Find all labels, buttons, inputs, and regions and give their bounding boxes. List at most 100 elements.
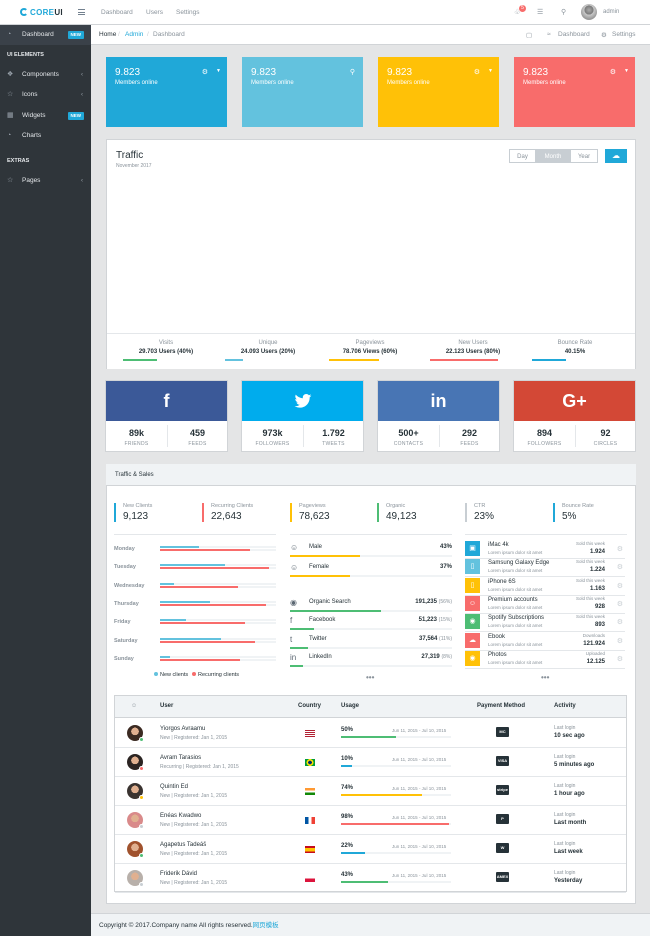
traffic-stat-new-users: New Users 22.123 Users (80%)	[424, 340, 522, 361]
caret-down-icon[interactable]: ▼	[216, 68, 221, 74]
bell-icon[interactable]: ♧	[514, 9, 521, 16]
members-online-card: 9.823 Members online ⚙ ▼	[106, 57, 227, 127]
table-row[interactable]: Avram Tarasios Recurring | Registered: J…	[115, 748, 626, 777]
breadcrumb-admin[interactable]: Admin	[125, 31, 144, 38]
gear-icon[interactable]: ⚙	[616, 637, 623, 645]
brand-logo[interactable]: COREUI	[20, 8, 63, 17]
recurring-clients-bar	[160, 585, 276, 588]
table-row[interactable]: Yiorgos Avraamu New | Registered: Jan 1,…	[115, 719, 626, 748]
breadcrumb-link-settings[interactable]: Settings	[612, 31, 636, 38]
divider	[114, 534, 276, 535]
table-row[interactable]: Agapetus Tadeáš New | Registered: Jan 1,…	[115, 835, 626, 864]
caret-down-icon[interactable]: ▼	[624, 68, 629, 74]
cloud-download-icon[interactable]: ☁	[605, 149, 627, 163]
nav-dashboard[interactable]: Dashboard	[101, 9, 133, 16]
br-flag-icon	[305, 759, 315, 766]
gear-icon[interactable]: ⚙	[616, 619, 623, 627]
gear-icon[interactable]: ⚙	[616, 655, 623, 663]
footer-link[interactable]: 网页模板	[252, 922, 279, 929]
caret-down-icon[interactable]: ▼	[488, 68, 493, 74]
tile-label: Members online	[251, 80, 294, 86]
day-label: Wednesday	[114, 582, 145, 589]
friends-count: 89k	[128, 428, 145, 438]
location-icon[interactable]: ⚲	[561, 9, 567, 16]
gender-row: ☺ Male 43%	[290, 543, 452, 557]
breadcrumb-separator: /	[118, 31, 120, 38]
payment-method-icon: W	[496, 843, 509, 853]
product-row: ▣ iMac 4k Lorem ipsum dolor sit amet Sold t…	[465, 541, 625, 559]
col-payment: Payment Method	[477, 703, 526, 709]
sidebar-item-icons[interactable]: ☆ Icons ‹	[0, 85, 91, 105]
kpi-ctr: CTR 23%	[465, 503, 494, 522]
breadcrumb-link-dashboard[interactable]: Dashboard	[558, 31, 590, 38]
tile-label: Members online	[115, 80, 158, 86]
traffic-source-row: f Facebook 51,223 (15%)	[290, 616, 452, 631]
linkedin-card: in 500+ CONTACTS 292 FEEDS	[377, 380, 500, 452]
chevron-left-icon: ‹	[81, 178, 83, 184]
payment-method-icon: stripe	[496, 785, 509, 795]
calculator-icon: ▦	[7, 112, 14, 119]
gear-icon[interactable]: ⚙	[616, 600, 623, 608]
col-activity: Activity	[554, 703, 576, 709]
new-clients-bar	[160, 655, 276, 658]
user-avatar[interactable]	[581, 4, 597, 20]
copyright-text: Copyright © 2017.Company name All rights…	[99, 922, 253, 929]
footer: Copyright © 2017.Company name All rights…	[91, 913, 650, 936]
sidebar-item-pages[interactable]: ☆ Pages ‹	[0, 171, 91, 191]
speech-icon[interactable]: ▢	[526, 32, 533, 39]
desktop-icon: ▣	[465, 541, 480, 556]
facebook-icon: f	[290, 616, 293, 626]
star-icon: ☆	[7, 91, 14, 98]
gear-icon[interactable]: ⚙	[616, 564, 623, 572]
day-label: Tuesday	[114, 564, 136, 571]
traffic-stats-footer	[107, 333, 635, 369]
legend-new-clients: New clients	[154, 672, 188, 678]
kpi-new-clients: New Clients 9,123	[114, 503, 152, 522]
divider	[290, 534, 452, 535]
recurring-clients-bar	[160, 658, 276, 661]
product-row: ☁ Ebook Lorem ipsum dolor sit amet Download…	[465, 632, 625, 651]
cloud-icon: ☁	[465, 632, 480, 648]
new-badge: NEW	[67, 31, 84, 39]
usage-bar	[341, 765, 451, 767]
day-label: Saturday	[114, 637, 138, 644]
nav-settings[interactable]: Settings	[176, 9, 200, 16]
sidebar-item-dashboard[interactable]: ◔ Dashboard NEW	[0, 25, 91, 45]
nav-users[interactable]: Users	[146, 9, 163, 16]
table-row[interactable]: Quintin Ed New | Registered: Jan 1, 2015…	[115, 777, 626, 806]
product-row: ◉ Photos Lorem ipsum dolor sit amet Uploade…	[465, 650, 625, 669]
sidebar-toggle-icon[interactable]	[78, 9, 85, 15]
sidebar-item-charts[interactable]: ◔ Charts	[0, 126, 91, 146]
location-icon[interactable]: ⚲	[349, 69, 355, 76]
status-dot	[139, 853, 144, 858]
gear-icon[interactable]: ⚙	[616, 582, 623, 590]
range-month-button[interactable]: Month	[535, 149, 571, 163]
breadcrumb-home[interactable]: Home	[99, 31, 117, 38]
people-icon: ☺	[131, 703, 138, 709]
spotify-icon: ◉	[465, 614, 480, 630]
user-name[interactable]: admin	[603, 9, 620, 15]
more-dots[interactable]: •••	[541, 673, 550, 682]
gear-icon[interactable]: ⚙	[616, 546, 623, 553]
top-header: COREUI Dashboard Users Settings ♧ 5 ☰ ⚲ …	[0, 0, 650, 25]
table-row[interactable]: Enéas Kwadwo New | Registered: Jan 1, 20…	[115, 806, 626, 835]
more-dots[interactable]: •••	[366, 673, 375, 682]
tile-label: Members online	[387, 80, 430, 86]
user-icon: ☺	[465, 595, 480, 611]
range-year-button[interactable]: Year	[570, 149, 598, 163]
list-icon[interactable]: ☰	[537, 9, 544, 16]
traffic-stat-pageviews: Pageviews 78.706 Views (60%)	[321, 340, 419, 361]
phone-icon: ▯	[465, 577, 480, 593]
sidebar-item-widgets[interactable]: ▦ Widgets NEW	[0, 106, 91, 126]
usage-bar	[341, 794, 451, 796]
product-row: ▯ iPhone 6S Lorem ipsum dolor sit amet Sold…	[465, 577, 625, 596]
sidebar-item-components[interactable]: ❖ Components ‹	[0, 65, 91, 85]
new-badge: NEW	[67, 112, 84, 120]
gear-icon[interactable]: ⚙	[609, 69, 616, 76]
traffic-card: Traffic November 2017	[106, 139, 636, 369]
gear-icon[interactable]: ⚙	[473, 69, 480, 76]
range-day-button[interactable]: Day	[509, 149, 536, 163]
table-row[interactable]: Friderik Dávid New | Registered: Jan 1, …	[115, 864, 626, 893]
gear-icon[interactable]: ⚙	[201, 69, 208, 76]
section-title-ui-elements: UI ELEMENTS	[7, 52, 44, 58]
